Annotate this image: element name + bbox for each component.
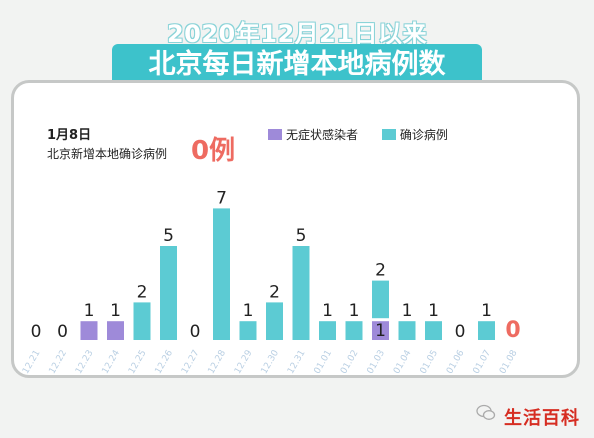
bar-label-01.07: 1: [481, 301, 492, 321]
bar-label-12.21: 0: [31, 322, 42, 342]
x-tick-label-01.08: 01.08: [498, 348, 520, 376]
bar-confirmed-01.03: [372, 280, 389, 319]
chart-title-banner: 北京每日新增本地病例数: [112, 44, 482, 86]
bar-asymptomatic-01.03: [372, 321, 389, 340]
wechat-icon: [476, 404, 496, 420]
bar-label-01.05: 1: [428, 301, 439, 321]
bar-confirmed-12.31: [292, 246, 310, 340]
x-tick-label-12.23: 12.23: [74, 349, 96, 376]
bar-label-12.23: 1: [84, 301, 95, 321]
brand-label: 生活百科: [504, 408, 580, 429]
bar-confirmed-12.29: [239, 321, 257, 340]
chart-title-line2: 北京每日新增本地病例数: [148, 49, 446, 80]
bar-label-12.31: 5: [296, 226, 307, 246]
legend-swatch-confirmed: [381, 129, 396, 140]
bar-label-12.26: 5: [163, 226, 174, 246]
x-tick-label-12.21: 12.21: [21, 349, 43, 376]
x-tick-label-12.27: 12.27: [180, 349, 202, 376]
chart-title-line1: 2020年12月21日以来: [166, 20, 428, 48]
x-tick-label-12.30: 12.30: [260, 348, 282, 376]
legend-label-asymptomatic: 无症状感染者: [286, 128, 359, 142]
x-tick-label-12.31: 12.31: [286, 349, 308, 376]
x-tick-label-12.26: 12.26: [154, 348, 176, 376]
legend-item-asymptomatic: 无症状感染者: [268, 126, 358, 143]
bar-confirmed-12.30: [266, 302, 283, 340]
bar-label-12.29: 1: [243, 301, 254, 321]
bar-confirmed-01.07: [478, 321, 495, 340]
bar-label-12.28: 7: [216, 188, 227, 208]
bar-label-01.08: 0: [505, 318, 520, 343]
bar-label-asymptomatic-01.03: 1: [375, 321, 386, 341]
bar-confirmed-12.25: [133, 302, 151, 340]
bar-label-12.25: 2: [137, 282, 148, 302]
bar-asymptomatic-12.24: [107, 321, 124, 340]
bar-label-12.30: 2: [269, 282, 280, 302]
bar-confirmed-01.05: [425, 321, 442, 340]
legend: 无症状感染者 确诊病例: [268, 126, 468, 143]
info-label: 北京新增本地确诊病例: [47, 147, 168, 161]
legend-swatch-asymptomatic: [268, 129, 282, 140]
legend-label-confirmed: 确诊病例: [399, 128, 448, 142]
x-tick-label-12.22: 12.22: [48, 349, 70, 376]
x-tick-label-01.07: 01.07: [472, 349, 494, 376]
bar-label-01.06: 0: [455, 322, 466, 342]
x-tick-label-01.05: 01.05: [419, 349, 441, 376]
bar-confirmed-01.01: [319, 321, 336, 340]
bar-label-01.01: 1: [322, 301, 333, 321]
bar-confirmed-01.02: [345, 321, 363, 340]
bar-confirmed-12.26: [160, 246, 177, 340]
x-tick-label-01.01: 01.01: [313, 349, 335, 376]
bar-label-confirmed-01.03: 2: [375, 261, 386, 281]
bar-label-01.02: 1: [349, 301, 360, 321]
bar-label-12.22: 0: [57, 322, 68, 342]
bar-confirmed-12.28: [213, 208, 230, 340]
x-tick-label-12.28: 12.28: [207, 348, 229, 376]
bar-label-12.27: 0: [190, 322, 201, 342]
bar-confirmed-01.04: [398, 321, 416, 340]
x-tick-label-01.02: 01.02: [339, 349, 361, 376]
bar-label-12.24: 1: [110, 301, 121, 321]
x-tick-label-01.04: 01.04: [392, 348, 414, 376]
legend-item-confirmed: 确诊病例: [381, 126, 448, 143]
info-value: 0例: [191, 136, 236, 166]
info-date: 1月8日: [47, 128, 92, 143]
x-tick-label-12.24: 12.24: [101, 348, 123, 376]
x-tick-label-01.06: 01.06: [445, 348, 467, 376]
x-tick-label-01.03: 01.03: [366, 349, 388, 376]
bar-label-01.04: 1: [402, 301, 413, 321]
x-tick-label-12.25: 12.25: [127, 349, 149, 376]
bar-asymptomatic-12.23: [80, 321, 98, 340]
x-tick-label-12.29: 12.29: [233, 348, 255, 376]
